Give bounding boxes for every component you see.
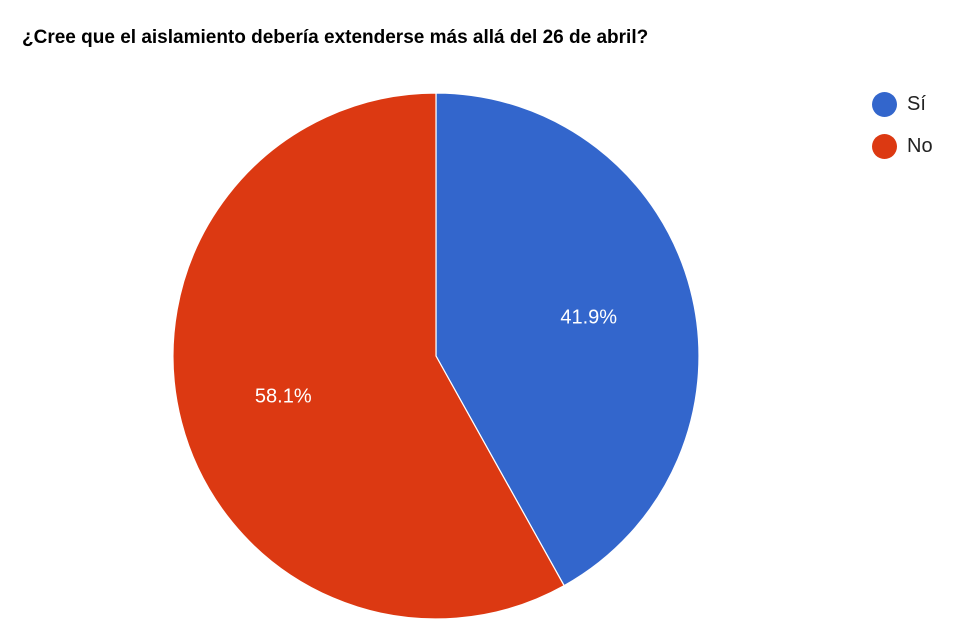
chart-title: ¿Cree que el aislamiento debería extende… xyxy=(22,27,649,48)
legend-swatch-no-icon xyxy=(872,133,897,159)
slice-label-si: 41.9% xyxy=(560,306,617,328)
legend-label-si: Sí xyxy=(907,92,926,115)
slice-label-no: 58.1% xyxy=(255,386,312,408)
legend-item-no[interactable]: No xyxy=(872,132,933,160)
legend-label-no: No xyxy=(907,134,933,157)
legend-item-si[interactable]: Sí xyxy=(872,90,933,118)
legend-swatch-si-icon xyxy=(872,91,897,117)
legend: Sí No xyxy=(872,90,933,174)
pie-slice-si[interactable] xyxy=(435,92,700,587)
pie-slice-no[interactable] xyxy=(172,92,565,620)
